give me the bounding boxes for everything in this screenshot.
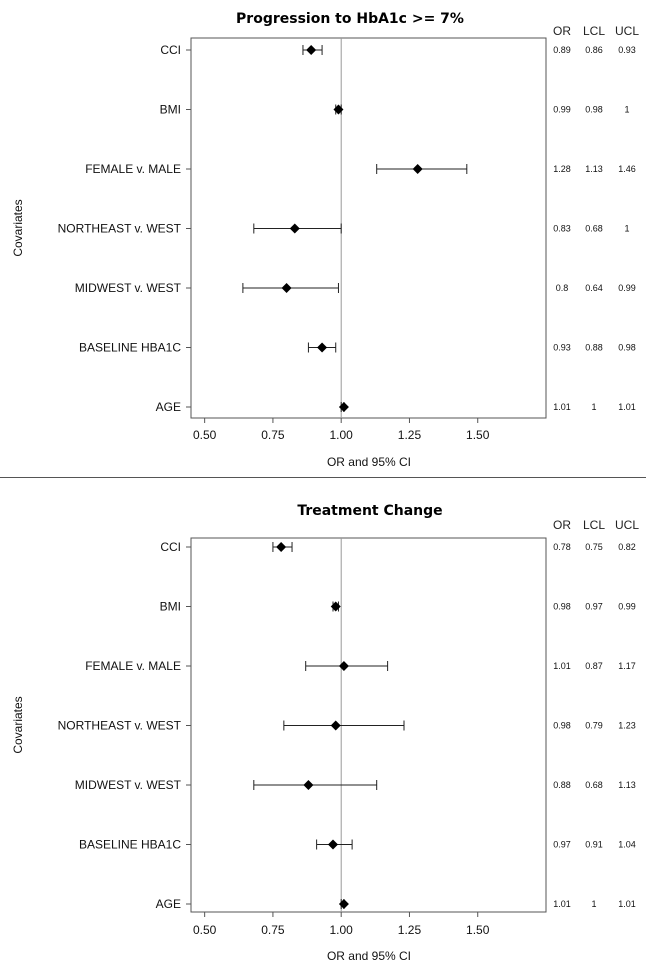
column-header-lcl: LCL: [583, 518, 605, 532]
ucl-value: 0.93: [618, 45, 636, 55]
ucl-value: 0.98: [618, 343, 636, 353]
or-value: 0.8: [556, 283, 569, 293]
x-tick-label: 0.50: [193, 923, 217, 937]
ucl-value: 1.13: [618, 780, 636, 790]
lcl-value: 0.86: [585, 45, 603, 55]
panel-divider: [0, 477, 646, 478]
ucl-value: 1.01: [618, 402, 636, 412]
ucl-value: 0.99: [618, 283, 636, 293]
or-value: 0.93: [553, 343, 571, 353]
or-point-female-v-male: [412, 164, 423, 174]
or-point-bmi: [333, 104, 344, 115]
x-tick-label: 1.25: [398, 428, 422, 442]
covariate-label: FEMALE v. MALE: [85, 659, 181, 673]
lcl-value: 1: [591, 899, 596, 909]
covariate-label: BASELINE HBA1C: [79, 838, 181, 852]
or-point-age: [338, 899, 349, 909]
covariate-label: AGE: [156, 897, 181, 911]
or-point-baseline-hba1c: [317, 342, 328, 353]
ucl-value: 1.17: [618, 661, 636, 671]
forest-plot-treatment-change: Treatment Change OR and 95% CI Covariate…: [0, 479, 646, 966]
or-value: 0.78: [553, 542, 571, 552]
or-point-baseline-hba1c: [328, 839, 338, 850]
y-axis-label: Covariates: [11, 696, 25, 753]
or-value: 0.97: [553, 840, 571, 850]
x-tick-label: 0.50: [193, 428, 217, 442]
x-tick-label: 1.00: [330, 428, 354, 442]
ucl-value: 1.01: [618, 899, 636, 909]
covariate-label: NORTHEAST v. WEST: [58, 719, 182, 733]
lcl-value: 1: [591, 402, 596, 412]
or-point-bmi: [330, 601, 341, 612]
ucl-value: 0.82: [618, 542, 636, 552]
covariate-label: CCI: [160, 43, 181, 57]
column-header-ucl: UCL: [615, 518, 639, 532]
covariate-label: FEMALE v. MALE: [85, 162, 181, 176]
lcl-value: 0.87: [585, 661, 603, 671]
lcl-value: 0.79: [585, 721, 603, 731]
ucl-value: 1: [624, 224, 629, 234]
x-tick-label: 1.25: [398, 923, 422, 937]
covariate-label: BASELINE HBA1C: [79, 341, 181, 355]
or-point-cci: [306, 45, 317, 55]
chart-title: Treatment Change: [297, 503, 442, 519]
lcl-value: 1.13: [585, 164, 603, 174]
lcl-value: 0.91: [585, 840, 603, 850]
or-value: 1.28: [553, 164, 571, 174]
chart-title: Progression to HbA1c >= 7%: [236, 11, 464, 27]
column-header-ucl: UCL: [615, 24, 639, 38]
covariate-label: MIDWEST v. WEST: [75, 281, 182, 295]
or-point-midwest-v-west: [303, 780, 314, 790]
or-value: 0.88: [553, 780, 571, 790]
or-point-northeast-v-west: [289, 223, 300, 234]
forest-plot-progression-svg: Progression to HbA1c >= 7% OR and 95% CI…: [11, 11, 639, 469]
or-value: 0.89: [553, 45, 571, 55]
or-point-cci: [276, 542, 287, 552]
forest-plot-progression: Progression to HbA1c >= 7% OR and 95% CI…: [0, 0, 646, 478]
covariate-label: CCI: [160, 540, 181, 554]
covariate-label: NORTHEAST v. WEST: [58, 222, 182, 236]
x-tick-label: 1.50: [466, 923, 490, 937]
plot-frame: [190, 37, 547, 419]
x-tick-label: 0.75: [261, 428, 285, 442]
lcl-value: 0.64: [585, 283, 603, 293]
or-point-northeast-v-west: [330, 720, 341, 731]
or-point-age: [338, 402, 349, 412]
x-tick-label: 1.50: [466, 428, 490, 442]
or-value: 0.98: [553, 721, 571, 731]
forest-plot-treatment-change-svg: Treatment Change OR and 95% CI Covariate…: [11, 503, 639, 963]
lcl-value: 0.68: [585, 780, 603, 790]
covariate-label: BMI: [160, 103, 181, 117]
ucl-value: 0.99: [618, 602, 636, 612]
ucl-value: 1.23: [618, 721, 636, 731]
covariate-label: BMI: [160, 600, 181, 614]
or-value: 1.01: [553, 402, 571, 412]
ucl-value: 1.46: [618, 164, 636, 174]
lcl-value: 0.75: [585, 542, 603, 552]
lcl-value: 0.97: [585, 602, 603, 612]
x-axis-label: OR and 95% CI: [327, 949, 411, 963]
or-value: 1.01: [553, 661, 571, 671]
or-value: 0.98: [553, 602, 571, 612]
x-tick-label: 0.75: [261, 923, 285, 937]
or-point-midwest-v-west: [281, 283, 292, 293]
y-axis-label: Covariates: [11, 199, 25, 256]
ucl-value: 1.04: [618, 840, 636, 850]
or-value: 0.83: [553, 224, 571, 234]
or-value: 1.01: [553, 899, 571, 909]
column-header-or: OR: [553, 24, 571, 38]
or-point-female-v-male: [338, 661, 349, 671]
column-header-or: OR: [553, 518, 571, 532]
ucl-value: 1: [624, 105, 629, 115]
lcl-value: 0.88: [585, 343, 603, 353]
lcl-value: 0.98: [585, 105, 603, 115]
column-header-lcl: LCL: [583, 24, 605, 38]
x-tick-label: 1.00: [330, 923, 354, 937]
covariate-label: AGE: [156, 400, 181, 414]
x-axis-label: OR and 95% CI: [327, 455, 411, 469]
covariate-label: MIDWEST v. WEST: [75, 778, 182, 792]
or-value: 0.99: [553, 105, 571, 115]
lcl-value: 0.68: [585, 224, 603, 234]
